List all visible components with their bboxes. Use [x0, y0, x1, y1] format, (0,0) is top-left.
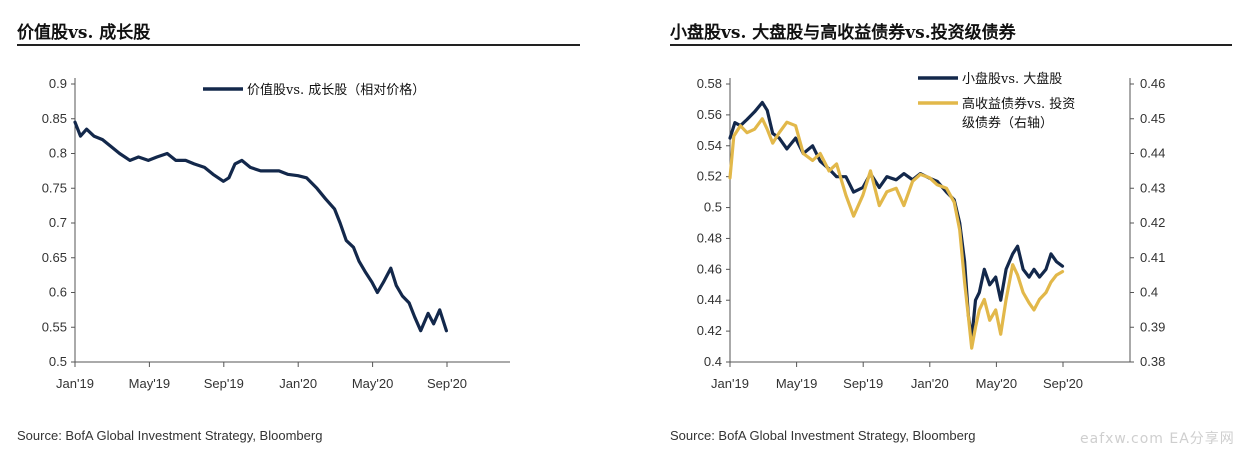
x-tick-label: Sep'20	[1043, 376, 1083, 391]
y2-tick-label: 0.42	[1140, 215, 1165, 230]
y2-tick-label: 0.38	[1140, 354, 1165, 369]
y-tick-label: 0.6	[49, 285, 67, 300]
y-tick-label: 0.58	[697, 76, 722, 91]
y-tick-label: 0.56	[697, 107, 722, 122]
x-tick-label: May'19	[129, 376, 171, 391]
y-tick-label: 0.46	[697, 261, 722, 276]
chart-title: 小盘股vs. 大盘股与高收益债券vs.投资级债券	[670, 23, 1016, 43]
title-underline	[17, 44, 580, 46]
y-tick-label: 0.9	[49, 76, 67, 91]
y2-tick-label: 0.45	[1140, 111, 1165, 126]
chart-panel-small-vs-large: 小盘股vs. 大盘股与高收益债券vs.投资级债券 0.58 0.56 0.54 0.5…	[660, 0, 1239, 451]
line-chart-value-vs-growth: 0.9 0.85 0.8 0.75 0.7 0.65 0.6 0.55 0.5 Jan'19 May…	[42, 76, 510, 391]
x-tick-label: Jan'20	[911, 376, 949, 391]
x-tick-label: Jan'20	[279, 376, 317, 391]
source-note: Source: BofA Global Investment Strategy,…	[670, 428, 976, 443]
series-line	[73, 120, 448, 333]
legend-label: 级债券（右轴）	[962, 115, 1053, 131]
x-tick-label: May'20	[976, 376, 1018, 391]
y2-tick-label: 0.43	[1140, 180, 1165, 195]
legend-label: 小盘股vs. 大盘股	[962, 71, 1062, 87]
x-tick-label: May'20	[352, 376, 394, 391]
y2-tick-label: 0.46	[1140, 76, 1165, 91]
chart-panel-value-vs-growth: 价值股vs. 成长股 0.9 0.85 0.8 0.75 0.7 0.65 0.6 0.55 0…	[0, 0, 600, 451]
x-tick-label: Sep'19	[843, 376, 883, 391]
y-tick-label: 0.4	[704, 354, 722, 369]
y2-tick-label: 0.44	[1140, 146, 1165, 161]
y-tick-label: 0.55	[42, 319, 67, 334]
y-tick-label: 0.75	[42, 180, 67, 195]
x-tick-label: May'19	[776, 376, 818, 391]
title-underline	[670, 44, 1232, 46]
source-note: Source: BofA Global Investment Strategy,…	[17, 428, 323, 443]
y-tick-label: 0.44	[697, 292, 722, 307]
line-chart-small-vs-large: 0.58 0.56 0.54 0.52 0.5 0.48 0.46 0.44 0.42 0.4 0.…	[697, 71, 1166, 391]
chart-title: 价值股vs. 成长股	[17, 23, 151, 43]
x-tick-label: Jan'19	[711, 376, 749, 391]
y2-tick-label: 0.41	[1140, 250, 1165, 265]
y-tick-label: 0.42	[697, 323, 722, 338]
legend-label: 价值股vs. 成长股（相对价格）	[247, 82, 425, 98]
x-tick-label: Jan'19	[56, 376, 94, 391]
series-line	[728, 117, 1065, 350]
y2-tick-label: 0.4	[1140, 285, 1158, 300]
y-tick-label: 0.65	[42, 250, 67, 265]
watermark-text: eafxw.com EA分享网	[1080, 431, 1235, 447]
y2-tick-label: 0.39	[1140, 319, 1165, 334]
y-tick-label: 0.7	[49, 215, 67, 230]
y-tick-label: 0.52	[697, 169, 722, 184]
y-tick-label: 0.85	[42, 111, 67, 126]
y-tick-label: 0.5	[704, 200, 722, 215]
x-tick-label: Sep'19	[204, 376, 244, 391]
x-tick-label: Sep'20	[427, 376, 467, 391]
series-line	[728, 100, 1065, 341]
y-tick-label: 0.8	[49, 146, 67, 161]
y-tick-label: 0.54	[697, 138, 722, 153]
legend-label: 高收益债券vs. 投资	[962, 96, 1075, 112]
y-tick-label: 0.5	[49, 354, 67, 369]
y-tick-label: 0.48	[697, 230, 722, 245]
